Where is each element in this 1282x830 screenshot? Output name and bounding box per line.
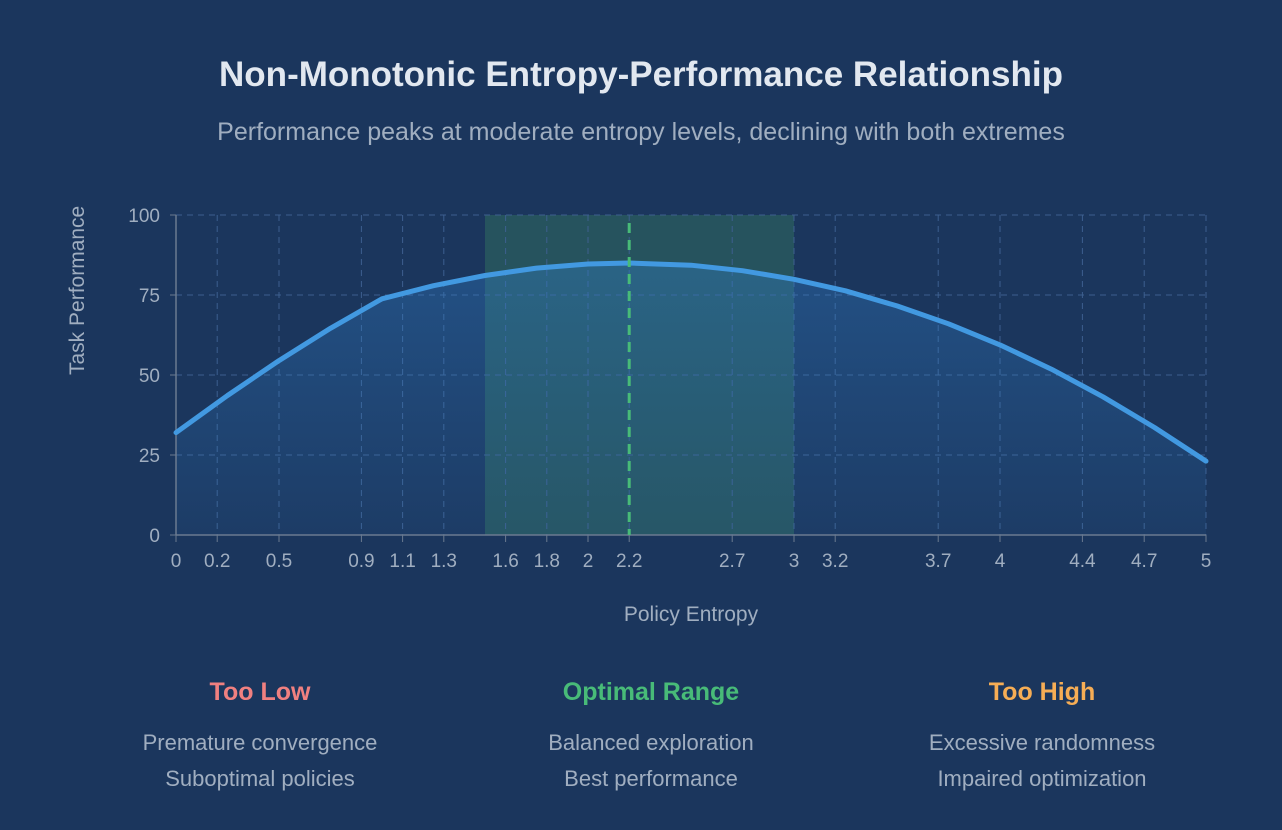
x-tick-label: 0.2: [204, 551, 230, 572]
legend-line: Suboptimal policies: [165, 766, 355, 791]
chart-subtitle: Performance peaks at moderate entropy le…: [217, 118, 1065, 146]
x-tick-label: 1.6: [492, 551, 518, 572]
y-tick-label: 0: [149, 526, 160, 547]
y-axis-label: Task Performance: [66, 205, 89, 375]
x-tick-label: 3.7: [925, 551, 951, 572]
x-tick-label: 4.7: [1131, 551, 1157, 572]
legend-line: Excessive randomness: [928, 730, 1156, 755]
x-tick-label: 5: [1201, 551, 1212, 572]
legend-line: Best performance: [564, 766, 738, 791]
legend-optimal-range: Optimal Range Balanced exploration Best …: [451, 678, 851, 797]
legend-heading: Too High: [988, 678, 1096, 706]
x-tick-label: 0.5: [266, 551, 292, 572]
x-tick-label: 1.8: [534, 551, 560, 572]
y-tick-label: 50: [139, 366, 160, 387]
x-tick-label: 1.3: [431, 551, 457, 572]
performance-area: [176, 263, 1206, 535]
y-tick-label: 25: [139, 446, 160, 467]
legend-heading: Optimal Range: [562, 678, 740, 706]
x-tick-label: 4.4: [1069, 551, 1096, 572]
y-tick-label: 75: [139, 286, 160, 307]
legend-line: Premature convergence: [142, 730, 378, 755]
performance-line: [173, 260, 1209, 464]
legend-too-low: Too Low Premature convergence Suboptimal…: [60, 678, 460, 797]
y-tick-label: 100: [128, 206, 160, 227]
legend-line: Balanced exploration: [548, 730, 754, 755]
x-tick-label: 1.1: [389, 551, 415, 572]
x-tick-label: 3.2: [822, 551, 848, 572]
legend-line: Impaired optimization: [937, 766, 1147, 791]
x-tick-label: 0: [171, 551, 182, 572]
x-tick-label: 2: [583, 551, 594, 572]
x-tick-label: 0.9: [348, 551, 374, 572]
chart-title: Non-Monotonic Entropy-Performance Relati…: [219, 55, 1063, 94]
legend-too-high: Too High Excessive randomness Impaired o…: [842, 678, 1242, 797]
x-tick-label: 2.2: [616, 551, 642, 572]
x-tick-label: 3: [789, 551, 800, 572]
x-tick-label: 4: [995, 551, 1006, 572]
legend-heading: Too Low: [209, 678, 311, 706]
x-tick-label: 2.7: [719, 551, 745, 572]
x-axis-label: Policy Entropy: [623, 603, 759, 626]
